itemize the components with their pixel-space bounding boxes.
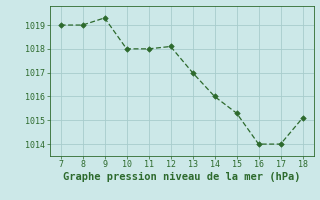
X-axis label: Graphe pression niveau de la mer (hPa): Graphe pression niveau de la mer (hPa) [63, 172, 300, 182]
